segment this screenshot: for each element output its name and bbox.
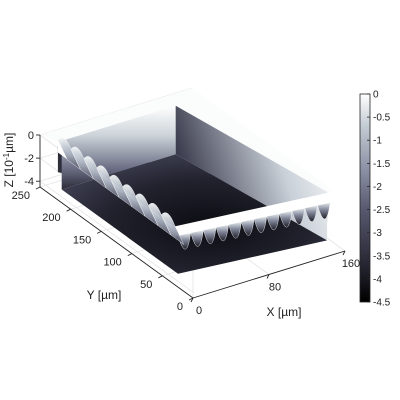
y-tick-label-3: 150	[73, 234, 91, 246]
colorbar-tick-label-8: -4	[373, 274, 382, 285]
y-tick-mark-0	[188, 297, 194, 301]
ripple-left-8	[57, 137, 81, 170]
x-tick-mark-1	[266, 274, 270, 279]
colorbar-tick-label-9: -4.5	[373, 298, 391, 309]
x-tick-mark-2	[342, 250, 346, 256]
colorbar-tick-label-0: 0	[373, 90, 379, 101]
ripple-front-11	[317, 202, 331, 220]
z-axis-title-unit: µm]	[2, 133, 16, 153]
x-axis-title: X [µm]	[267, 305, 302, 319]
z-tick-label-0: 0	[28, 130, 34, 142]
surface-front-lip	[174, 192, 331, 237]
y-tick-mark-4	[66, 208, 71, 212]
y-tick-label-4: 200	[42, 212, 60, 224]
surface	[40, 88, 333, 274]
colorbar: 0 -0.5 -1 -1.5 -2 -2.5 -3 -3.5 -4 -4.5	[359, 90, 391, 309]
axes: 0 80 160 0 50 100 150 200 250 0 -2 -4	[12, 130, 361, 317]
z-axis-title-exp: -1	[2, 152, 11, 160]
z-axis-title-main: Z [10	[2, 160, 16, 188]
y-tick-mark-2	[127, 253, 133, 257]
y-axis-title: Y [µm]	[87, 288, 122, 302]
surface-floor	[61, 154, 328, 274]
svg-text:Z [10-1µm]: Z [10-1µm]	[2, 133, 16, 188]
x-tick-label-1: 80	[269, 282, 281, 294]
colorbar-tick-label-7: -3.5	[373, 251, 391, 262]
z-axis-title: Z [10-1µm]	[2, 133, 16, 188]
colorbar-tick-label-4: -2	[373, 182, 382, 193]
colorbar-tick-label-5: -2.5	[373, 205, 391, 216]
y-tick-label-0: 0	[177, 301, 183, 313]
colorbar-tick-label-1: -0.5	[373, 113, 391, 124]
y-tick-mark-5	[35, 186, 41, 190]
colorbar-tick-label-3: -1.5	[373, 159, 391, 170]
y-tick-label-5: 250	[12, 190, 30, 202]
colorbar-tick-label-6: -3	[373, 228, 382, 239]
colorbar-gradient	[359, 93, 371, 303]
x-tick-label-0: 0	[196, 305, 202, 317]
y-tick-mark-3	[96, 230, 102, 234]
z-tick-label-2: -4	[24, 176, 34, 188]
y-tick-label-2: 100	[103, 257, 121, 269]
x-tick-label-2: 160	[342, 258, 360, 270]
colorbar-tick-label-2: -1	[373, 136, 382, 147]
y-axis-line	[39, 186, 194, 299]
y-tick-label-1: 50	[140, 279, 152, 291]
z-tick-label-1: -2	[24, 153, 34, 165]
y-tick-mark-1	[158, 275, 163, 279]
